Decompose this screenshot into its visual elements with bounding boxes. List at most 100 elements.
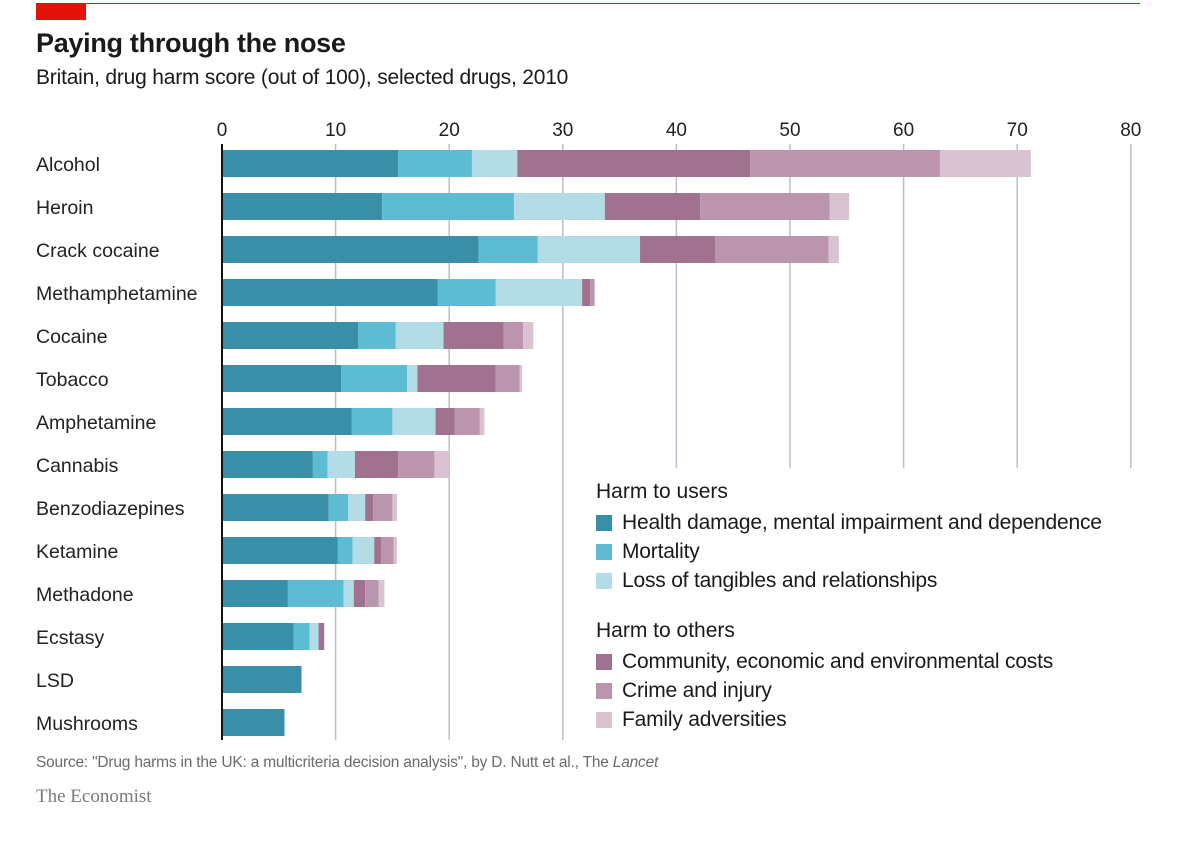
legend-swatch	[596, 711, 612, 728]
legend-item: Mortality	[596, 537, 1144, 566]
bar-segment	[222, 322, 359, 349]
legend-label: Family adversities	[622, 707, 787, 731]
bar-segment	[378, 580, 385, 607]
category-label: Crack cocaine	[36, 240, 160, 262]
bar-segment	[519, 365, 522, 392]
legend: Harm to users Health damage, mental impa…	[584, 476, 1144, 734]
x-tick-label: 40	[666, 120, 687, 141]
bar-segment	[495, 365, 520, 392]
bar-segment	[365, 580, 379, 607]
x-tick-label: 10	[325, 120, 346, 141]
bar-segment	[222, 150, 399, 177]
bar-segment	[828, 236, 839, 263]
bar-segment	[222, 408, 352, 435]
bar-segment	[939, 150, 1031, 177]
bar-segment	[750, 150, 940, 177]
chart-subtitle: Britain, drug harm score (out of 100), s…	[36, 66, 569, 89]
bar-segment	[222, 709, 285, 736]
bar-segment	[382, 193, 514, 220]
bar-segment	[341, 365, 408, 392]
bar-segment	[392, 494, 397, 521]
bar-segment	[523, 322, 534, 349]
legend-swatch	[596, 572, 612, 589]
bar-segment	[582, 279, 591, 306]
category-label: Methadone	[36, 584, 134, 606]
x-tick-label: 60	[893, 120, 914, 141]
bar-segment	[222, 537, 338, 564]
bar-segment	[222, 193, 383, 220]
legend-label: Loss of tangibles and relationships	[622, 568, 938, 592]
category-label: Amphetamine	[36, 412, 156, 434]
top-rule	[36, 3, 1140, 4]
category-label: Cocaine	[36, 326, 108, 348]
brand-logo: The Economist	[36, 786, 152, 807]
bar-segment	[222, 666, 302, 693]
bar-segment	[437, 279, 496, 306]
category-label: Heroin	[36, 197, 93, 219]
bar-segment	[590, 279, 595, 306]
bar-segment	[392, 408, 436, 435]
bar-segment	[222, 623, 294, 650]
bar-segment	[443, 322, 504, 349]
bar-segment	[395, 322, 444, 349]
bar-segment	[351, 408, 393, 435]
bar-segment	[398, 451, 435, 478]
legend-label: Community, economic and environmental co…	[622, 649, 1054, 673]
category-label: Methamphetamine	[36, 283, 198, 305]
bar-segment	[343, 580, 354, 607]
x-tick-label: 0	[217, 120, 228, 141]
bar-segment	[700, 193, 830, 220]
x-tick-label: 80	[1120, 120, 1141, 141]
brand-red-tab	[36, 3, 86, 20]
legend-swatch	[596, 514, 612, 531]
legend-others-items: Community, economic and environmental co…	[584, 647, 1144, 734]
bar-segment	[222, 451, 313, 478]
legend-label: Health damage, mental impairment and dep…	[622, 510, 1102, 534]
legend-swatch	[596, 653, 612, 670]
bar-segment	[222, 365, 342, 392]
x-tick-label: 70	[1007, 120, 1028, 141]
bar-segment	[407, 365, 418, 392]
bar-segment	[517, 150, 751, 177]
source-text: Source: "Drug harms in the UK: a multicr…	[36, 754, 613, 771]
bar-segment	[222, 494, 329, 521]
chart-title: Paying through the nose	[36, 28, 346, 58]
bar-segment	[309, 623, 319, 650]
bar-segment	[293, 623, 310, 650]
bar-segment	[354, 451, 399, 478]
legend-group-users: Harm to users	[596, 480, 728, 503]
legend-item: Community, economic and environmental co…	[596, 647, 1144, 676]
bar-segment	[495, 279, 583, 306]
bar-segment	[374, 537, 382, 564]
bar-segment	[353, 580, 366, 607]
bar-segment	[348, 494, 366, 521]
legend-item: Crime and injury	[596, 676, 1144, 705]
bar-segment	[373, 494, 393, 521]
legend-group-others: Harm to others	[596, 619, 735, 642]
bar-segment	[287, 580, 344, 607]
bar-segment	[352, 537, 375, 564]
bar-segment	[312, 451, 328, 478]
bar-segment	[640, 236, 716, 263]
bar-segment	[328, 494, 349, 521]
bar-segment	[829, 193, 850, 220]
legend-item: Health damage, mental impairment and dep…	[596, 508, 1144, 537]
source-note: Source: "Drug harms in the UK: a multicr…	[36, 754, 658, 772]
bar-segment	[537, 236, 641, 263]
legend-item: Loss of tangibles and relationships	[596, 566, 1144, 595]
x-tick-label: 30	[552, 120, 573, 141]
legend-users-items: Health damage, mental impairment and dep…	[584, 508, 1144, 595]
legend-swatch	[596, 682, 612, 699]
legend-label: Mortality	[622, 539, 700, 563]
category-label: Mushrooms	[36, 713, 138, 735]
bar-segment	[471, 150, 518, 177]
legend-label: Crime and injury	[622, 678, 772, 702]
x-tick-label: 20	[439, 120, 460, 141]
bar-segment	[393, 537, 397, 564]
category-label: Ecstasy	[36, 627, 105, 649]
bar-segment	[478, 236, 538, 263]
bar-segment	[479, 408, 485, 435]
category-label: Cannabis	[36, 455, 119, 477]
